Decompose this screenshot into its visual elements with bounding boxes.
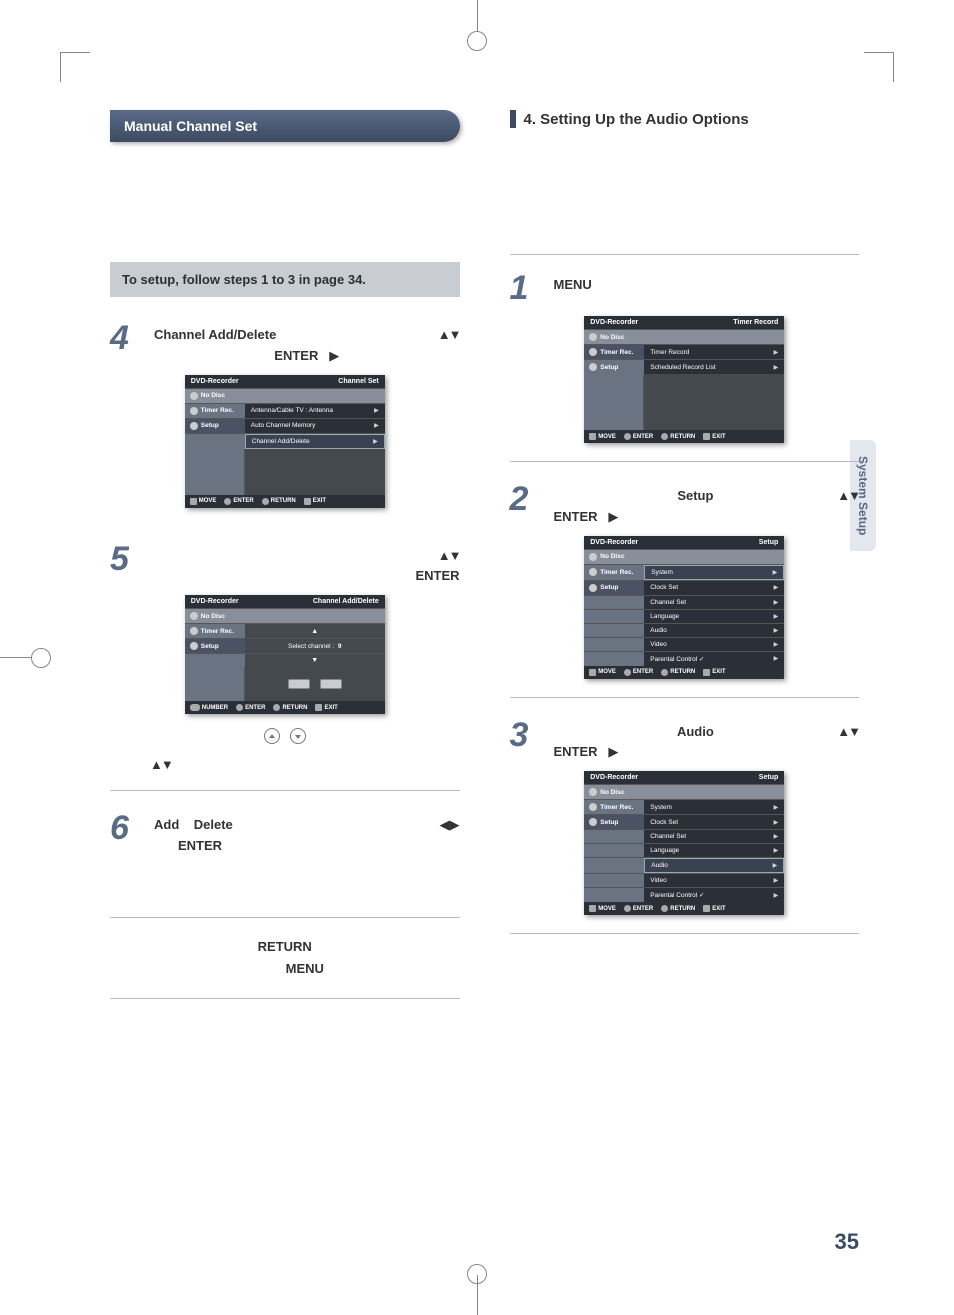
step-number: 4 bbox=[110, 319, 144, 358]
pill-button bbox=[320, 679, 342, 689]
updown-icon: ▲▼ bbox=[837, 722, 859, 743]
screen-timer-record: DVD-RecorderTimer Record No Disc Timer R… bbox=[584, 316, 784, 443]
menu-label: MENU bbox=[554, 277, 592, 292]
step-5: 5 ▲▼ ENTER bbox=[110, 540, 460, 588]
step-number: 3 bbox=[510, 716, 544, 755]
step-number: 6 bbox=[110, 809, 144, 848]
step-6: 6 Add Delete ◀▶ ENTER bbox=[110, 809, 460, 857]
screen-channel-add-delete: DVD-RecorderChannel Add/Delete No Disc T… bbox=[185, 595, 385, 714]
delete-label: Delete bbox=[194, 817, 233, 832]
setup-label: Setup bbox=[677, 488, 713, 503]
step-4: 4 Channel Add/Delete ▲▼ ENTER ▶ bbox=[110, 319, 460, 367]
step4-label: Channel Add/Delete bbox=[154, 327, 276, 342]
updown-icon: ▲▼ bbox=[837, 486, 859, 507]
right-arrow-icon: ▶ bbox=[608, 509, 618, 524]
audio-label: Audio bbox=[677, 724, 714, 739]
circle-down-icon bbox=[290, 728, 306, 744]
menu-label: MENU bbox=[286, 961, 324, 976]
updown-icon: ▲▼ bbox=[438, 548, 460, 563]
step-number: 5 bbox=[110, 540, 144, 579]
circle-up-icon bbox=[264, 728, 280, 744]
leftright-icon: ◀▶ bbox=[440, 815, 460, 836]
left-column: Manual Channel Set To setup, follow step… bbox=[110, 110, 460, 1017]
updown-icon: ▲▼ bbox=[438, 325, 460, 346]
step-number: 2 bbox=[510, 480, 544, 519]
screen-setup-2: DVD-RecorderSetup No Disc Timer Rec.Syst… bbox=[584, 771, 784, 915]
add-label: Add bbox=[154, 817, 179, 832]
step-number: 1 bbox=[510, 269, 544, 308]
step5-enter: ENTER bbox=[415, 568, 459, 583]
right-arrow-icon: ▶ bbox=[329, 348, 339, 363]
callout: To setup, follow steps 1 to 3 in page 34… bbox=[110, 262, 460, 297]
left-header: Manual Channel Set bbox=[110, 110, 460, 142]
step-2: 2 Setup ▲▼ ENTER ▶ bbox=[510, 480, 860, 528]
right-column: 4. Setting Up the Audio Options 1 MENU D… bbox=[510, 110, 860, 1017]
screen-channel-set: DVD-RecorderChannel Set No Disc Timer Re… bbox=[185, 375, 385, 508]
screen-setup-1: DVD-RecorderSetup No Disc Timer Rec.Syst… bbox=[584, 536, 784, 679]
right-header: 4. Setting Up the Audio Options bbox=[510, 110, 860, 128]
circle-buttons bbox=[110, 728, 460, 749]
enter-label: ENTER bbox=[554, 509, 598, 524]
enter-label: ENTER bbox=[178, 838, 222, 853]
step-1: 1 MENU bbox=[510, 269, 860, 308]
pill-button bbox=[288, 679, 310, 689]
return-label: RETURN bbox=[258, 939, 312, 954]
right-arrow-icon: ▶ bbox=[608, 744, 618, 759]
step4-enter: ENTER bbox=[274, 348, 318, 363]
enter-label: ENTER bbox=[554, 744, 598, 759]
step-3: 3 Audio ▲▼ ENTER ▶ bbox=[510, 716, 860, 764]
header-bar-icon bbox=[510, 110, 516, 128]
updown-icon: ▲▼ bbox=[110, 757, 460, 772]
